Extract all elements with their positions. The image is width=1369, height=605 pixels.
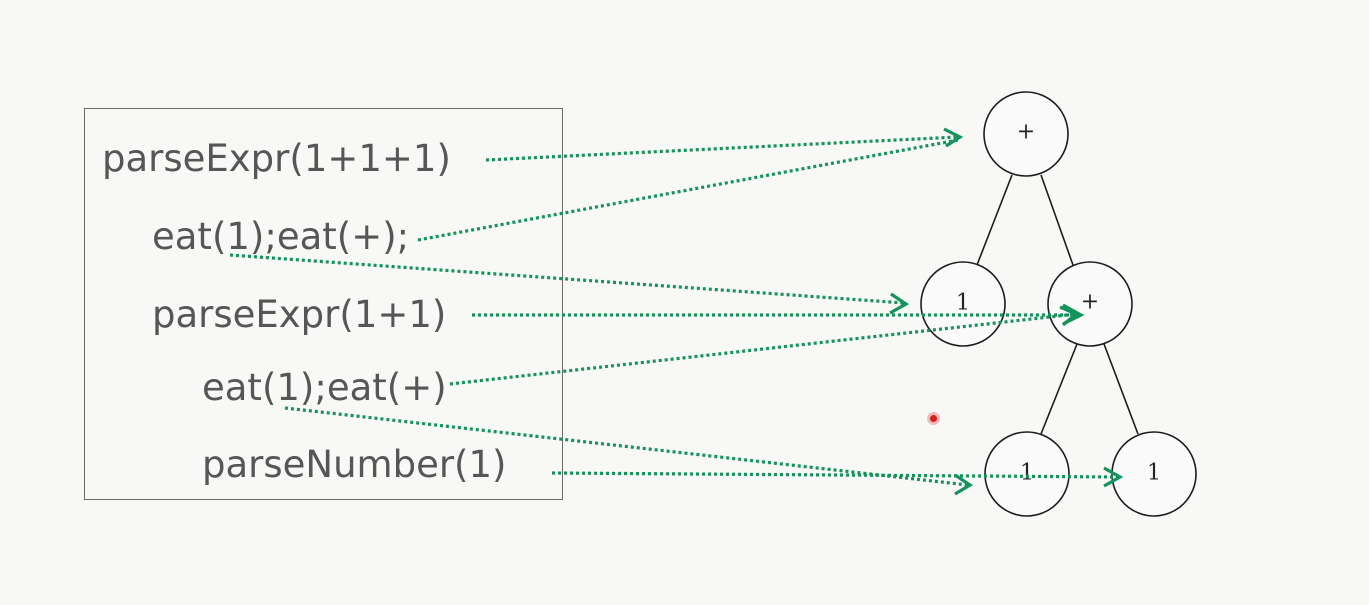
tree-edge-mid-lowleft [1040,343,1078,435]
node-label: + [1081,290,1099,315]
tree-node-left-one: 1 [920,261,1006,347]
tree-edge-mid-lowright [1103,343,1139,435]
node-label: + [1017,120,1035,145]
mapping-arrow-parse-number [551,466,1124,488]
call-line-parse-expr-full: parseExpr(1+1+1) [102,137,451,180]
tree-node-mid-plus: + [1047,261,1133,347]
call-line-parse-number: parseNumber(1) [202,443,507,486]
call-line-eat-one-plus-inner: eat(1);eat(+) [202,366,447,409]
call-line-eat-one-plus: eat(1);eat(+); [152,215,410,258]
tree-node-low-right-one: 1 [1111,431,1197,517]
node-label: 1 [1147,461,1161,486]
mapping-arrow-eat-one-left [229,253,910,315]
tree-edge-root-mid [1040,174,1074,266]
mapping-arrow-eat-plus-root [417,138,959,242]
mapping-arrow-eat-plus-mid [449,305,1079,386]
call-trace-box [84,108,563,500]
node-label: 1 [1020,461,1034,486]
mapping-arrow-parse-expr-full [485,127,964,162]
pointer-cursor-icon [927,412,940,425]
node-label: 1 [956,291,970,316]
tree-edge-root-left [976,174,1013,266]
call-line-parse-expr-sub: parseExpr(1+1) [152,293,447,336]
tree-node-root-plus: + [983,91,1069,177]
tree-node-low-left-one: 1 [984,431,1070,517]
mapping-arrow-eat-one-lowleft [284,406,973,496]
